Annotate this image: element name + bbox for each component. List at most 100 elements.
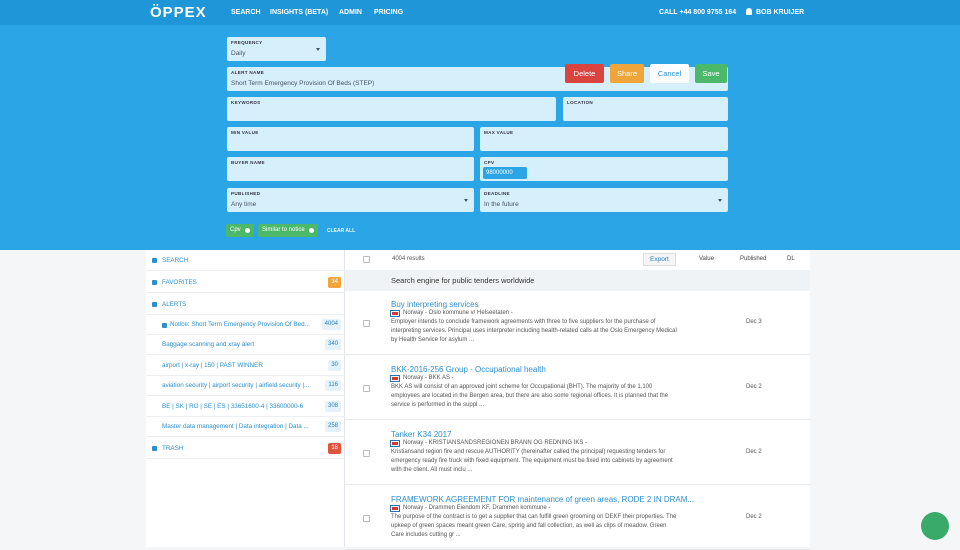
filter-chip[interactable]: Similar to notice xyxy=(258,224,318,237)
result-title[interactable]: FRAMEWORK AGREEMENT FOR maintenance of g… xyxy=(391,495,695,504)
sort-published[interactable]: Published xyxy=(740,256,767,262)
alert-form: FREQUENCY Daily ALERT NAME Short Term Emer… xyxy=(0,25,960,250)
alert-item[interactable]: Baggage scanning and xray alert 340 xyxy=(146,335,345,356)
icon xyxy=(152,302,157,307)
label: BE | SK | RO | SE | ES | 33651600-4 | 33… xyxy=(162,402,304,410)
cpv-input[interactable]: CPV 98000000 xyxy=(480,157,728,181)
share-button[interactable]: Share xyxy=(610,64,644,83)
label: aviation security | airport security | a… xyxy=(162,382,310,390)
keywords-input[interactable]: KEYWORDS xyxy=(227,97,556,121)
nav-link[interactable]: PRICING xyxy=(374,9,404,16)
flag xyxy=(390,505,400,512)
alert-name-input[interactable]: ALERT NAME Short Term Emergency Provision… xyxy=(227,67,728,91)
result-item: Buy interpreting services Norway - Oslo k… xyxy=(345,291,810,355)
sidebar-trash[interactable]: TRASH 18 xyxy=(146,438,345,459)
result-text: BKK AS will consist of an approved joint… xyxy=(391,384,669,408)
export-button[interactable]: Export xyxy=(643,253,676,266)
sort-dl[interactable]: DL xyxy=(787,256,795,262)
label: Notice: Short Term Emergency Provision O… xyxy=(170,321,310,328)
sidebar-alerts[interactable]: ALERTS xyxy=(146,294,345,315)
result-date: Dec 2 xyxy=(746,514,762,520)
result-date: Dec 2 xyxy=(746,384,762,390)
result-title[interactable]: Tanker K34 2017 xyxy=(391,430,452,439)
badge: 308 xyxy=(324,400,341,412)
buyer-name-input[interactable]: BUYER NAME xyxy=(227,157,474,181)
phone: CALL +44 800 9755 164 xyxy=(659,9,737,16)
user-menu[interactable]: BOB KRUIJER xyxy=(756,9,805,16)
save-button[interactable]: Save xyxy=(695,64,727,83)
alert-item[interactable]: aviation security | airport security | a… xyxy=(146,376,345,397)
alert-item[interactable]: BE | SK | RO | SE | ES | 33651600-4 | 33… xyxy=(146,397,345,417)
flag xyxy=(390,375,400,382)
result-text: The purpose of the contract is to get a … xyxy=(391,514,677,538)
result-text: Kristiansand region fire and rescue AUTH… xyxy=(391,449,673,473)
icon xyxy=(162,323,167,328)
badge: 258 xyxy=(324,421,341,432)
sidebar-search[interactable]: SEARCH xyxy=(146,250,345,271)
alert-item[interactable]: Notice: Short Term Emergency Provision O… xyxy=(146,315,345,335)
published-select[interactable]: PUBLISHED Any time xyxy=(227,188,474,212)
icon xyxy=(152,280,157,285)
badge: 34 xyxy=(328,277,341,288)
deadline-select[interactable]: DEADLINE In the future xyxy=(480,188,728,212)
label: ALERTS xyxy=(162,301,187,308)
cpv-chip-text: 98000000 xyxy=(486,170,513,176)
clear-all[interactable]: CLEAR ALL xyxy=(327,228,356,234)
checkbox[interactable] xyxy=(363,385,370,392)
user-icon xyxy=(746,8,752,15)
result-text: Employer intends to conclude framework a… xyxy=(391,319,677,343)
sort-value[interactable]: Value xyxy=(699,256,714,262)
label: Baggage scanning and xray alert xyxy=(162,341,255,349)
result-count: 4004 results xyxy=(392,256,425,262)
alert-item[interactable]: Master data management | Data integratio… xyxy=(146,417,345,437)
filter-chip[interactable]: Cpv xyxy=(226,224,254,237)
nav-link[interactable]: SEARCH xyxy=(231,9,261,16)
result-item: BKK-2016-256 Group - Occupational health… xyxy=(345,356,810,420)
checkbox[interactable] xyxy=(363,450,370,457)
result-title[interactable]: BKK-2016-256 Group - Occupational health xyxy=(391,365,546,374)
result-item: Tanker K34 2017 Norway - KRISTIANSANDSREG… xyxy=(345,421,810,485)
cpv-chip[interactable]: 98000000 xyxy=(483,167,527,179)
nav-link[interactable]: ADMIN xyxy=(339,9,362,16)
result-meta: Norway - KRISTIANSANDSREGIONEN BRANN OG … xyxy=(403,440,588,446)
label: TRASH xyxy=(162,445,184,452)
logo[interactable]: ÖPPEX xyxy=(150,4,207,21)
min-value-input[interactable]: MIN VALUE xyxy=(227,127,474,151)
checkbox[interactable] xyxy=(363,320,370,327)
badge: 18 xyxy=(328,443,341,454)
sidebar-favorites[interactable]: FAVORITES 34 xyxy=(146,272,345,293)
checkbox[interactable] xyxy=(363,515,370,522)
alert-item[interactable]: airport | x-ray | 150 | PAST WINNER 30 xyxy=(146,356,345,376)
result-title[interactable]: Buy interpreting services xyxy=(391,300,479,309)
flag xyxy=(390,440,400,447)
banner: Search engine for public tenders worldwi… xyxy=(345,270,810,291)
max-value-input[interactable]: MAX VALUE xyxy=(480,127,728,151)
cancel-button[interactable]: Cancel xyxy=(650,64,689,83)
nav-link[interactable]: INSIGHTS (BETA) xyxy=(270,9,329,16)
select-all[interactable] xyxy=(363,256,370,263)
chat-button[interactable] xyxy=(921,512,949,540)
result-meta: Norway - BKK AS - xyxy=(403,375,454,381)
results: 4004 results Export Value Published DL S… xyxy=(345,250,810,550)
result-date: Dec 2 xyxy=(746,449,762,455)
badge: 340 xyxy=(324,339,341,351)
frequency-select[interactable]: FREQUENCY Daily xyxy=(227,37,326,61)
icon xyxy=(152,258,157,263)
delete-button[interactable]: Delete xyxy=(565,64,604,83)
location-input[interactable]: LOCATION xyxy=(563,97,728,121)
badge: 4004 xyxy=(321,319,341,330)
label: SEARCH xyxy=(162,257,189,264)
label: FAVORITES xyxy=(162,279,197,286)
badge: 116 xyxy=(325,380,341,392)
icon xyxy=(152,446,157,451)
label: airport | x-ray | 150 | PAST WINNER xyxy=(162,361,263,369)
sidebar: SEARCH FAVORITES 34 ALERTS Notice: Short Ter… xyxy=(146,250,345,547)
result-date: Dec 3 xyxy=(746,319,762,325)
result-item: FRAMEWORK AGREEMENT FOR maintenance of g… xyxy=(345,486,810,550)
label: Master data management | Data integratio… xyxy=(162,423,309,430)
result-meta: Norway - Oslo kommune v/ Helseetaten - xyxy=(403,310,513,316)
result-meta: Norway - Drammen Eiendom KF, Drammen kom… xyxy=(403,505,551,511)
badge: 30 xyxy=(328,359,341,371)
flag xyxy=(390,310,400,317)
